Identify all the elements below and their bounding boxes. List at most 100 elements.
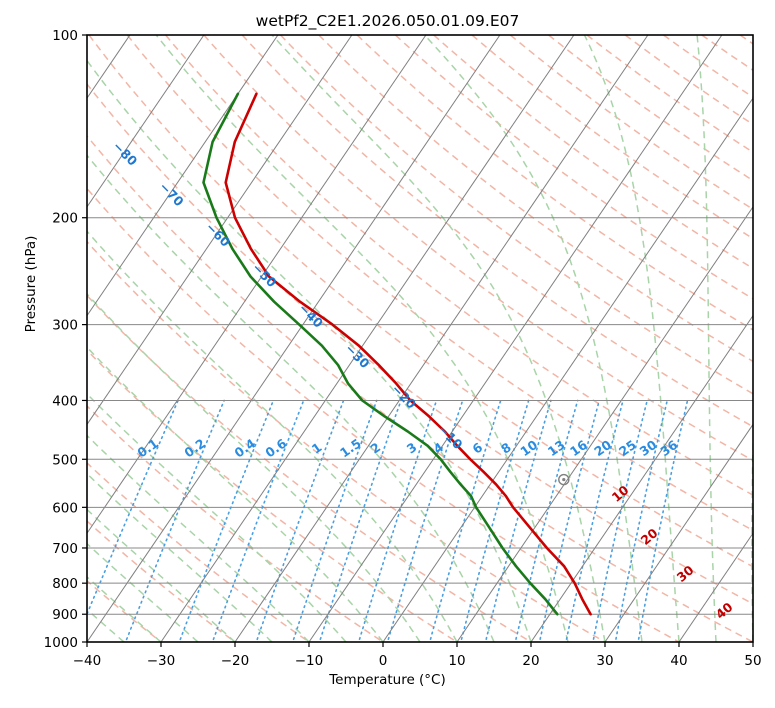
x-tick-label: −40	[73, 653, 102, 669]
mixing-ratio-line	[178, 399, 275, 642]
isotherm-line	[87, 35, 353, 426]
isotherm-line	[752, 641, 753, 642]
y-tick-label: 600	[52, 500, 78, 516]
markers-group	[558, 473, 570, 486]
isotherm-line	[87, 35, 427, 535]
moist-adiabat-line	[751, 417, 753, 642]
moist-adiabat-line	[696, 35, 717, 642]
y-tick-label: 1000	[44, 635, 78, 651]
pressure-gridlines-group	[87, 217, 753, 615]
isotherm-line	[87, 35, 501, 642]
x-tick-label: −20	[221, 653, 250, 669]
isotherm-line	[456, 205, 753, 642]
mixing-ratio-line	[357, 399, 438, 642]
mixing-ratio-line	[459, 399, 530, 642]
isotherm-line	[530, 314, 753, 642]
moist-adiabat-line	[87, 154, 495, 642]
plot-background	[87, 35, 753, 642]
y-tick-label: 100	[52, 28, 78, 44]
dry-adiabat-line	[87, 520, 236, 642]
x-tick-label: 0	[379, 653, 388, 669]
y-tick-label: 300	[52, 318, 78, 334]
y-tick-label: 900	[52, 607, 78, 623]
y-tick-label: 700	[52, 541, 78, 557]
x-tick-label: 40	[670, 653, 687, 669]
x-tick-label: 10	[448, 653, 465, 669]
isotherm-line	[160, 35, 575, 642]
dry-adiabat-line	[165, 35, 753, 496]
isotherm-line	[678, 532, 753, 642]
temperature-profile-line	[224, 92, 592, 616]
isotherms-group	[0, 35, 753, 642]
isotherm-line	[87, 35, 205, 208]
isotherm-line	[234, 35, 649, 642]
isotherm-line	[0, 35, 56, 642]
dry-adiabat-line	[87, 294, 532, 642]
mixing-ratio-line	[428, 399, 502, 642]
y-tick-label: 200	[52, 211, 78, 227]
dry-adiabat-line	[279, 35, 753, 395]
x-tick-label: 20	[522, 653, 539, 669]
mixing-ratio-line	[87, 399, 179, 617]
moist-adiabat-line	[271, 35, 606, 642]
moist-adiabat-line	[155, 35, 569, 642]
dry-adiabat-line	[0, 35, 13, 642]
dry-adiabat-line	[318, 35, 753, 363]
dry-adiabat-line	[586, 35, 753, 154]
isotherm-line	[308, 35, 723, 642]
dry-adiabat-line	[548, 35, 753, 182]
isotherm-line	[382, 97, 753, 642]
moist-adiabat-line	[87, 392, 347, 642]
moist-adiabat-line	[87, 346, 384, 642]
moist-adiabat-line	[423, 35, 643, 642]
chart-title: wetPf2_C2E1.2026.050.01.09.E07	[255, 12, 520, 30]
mixing-ratio-line	[255, 399, 345, 642]
moist-adiabat-line	[87, 472, 273, 642]
moist-adiabat-line	[87, 434, 310, 642]
mixing-ratio-line	[484, 399, 552, 642]
mixing-ratio-line	[318, 399, 402, 642]
dry-adiabat-line	[394, 35, 753, 300]
moist-adiabat-line	[87, 508, 236, 642]
moist-adiabat-line	[87, 542, 199, 642]
isotherm-line	[604, 423, 753, 642]
moist-adiabat-line	[87, 575, 162, 642]
mixing-ratio-lines-group	[87, 399, 689, 642]
mixing-ratio-line	[637, 399, 689, 642]
y-tick-label: 500	[52, 452, 78, 468]
mixing-ratio-line	[514, 399, 579, 642]
dry-adiabat-line	[87, 240, 606, 642]
mixing-ratio-line	[124, 399, 225, 642]
x-tick-label: −10	[295, 653, 324, 669]
mixing-ratio-line	[291, 399, 378, 642]
x-tick-label: 30	[596, 653, 613, 669]
dewpoint-profile-line	[202, 92, 559, 616]
mixing-ratio-line	[565, 399, 624, 642]
mixing-ratio-line	[538, 399, 601, 642]
dry-adiabat-line	[87, 404, 384, 642]
mixing-ratio-line	[614, 399, 668, 642]
moist-adiabat-line	[87, 230, 458, 642]
y-tick-label: 400	[52, 393, 78, 409]
x-axis-label: Temperature (°C)	[329, 672, 446, 688]
plot-border	[86, 34, 754, 643]
isotherm-line	[87, 35, 279, 317]
moist-adiabat-line	[87, 292, 421, 642]
dry-adiabat-line	[87, 187, 680, 642]
x-tick-label: −30	[147, 653, 176, 669]
dry-adiabat-line	[88, 35, 753, 568]
y-tick-label: 800	[52, 576, 78, 592]
mixing-ratio-line	[592, 399, 648, 642]
x-tick-label: 50	[744, 653, 761, 669]
dry-adiabat-line	[433, 35, 753, 270]
mixing-ratio-line	[386, 399, 464, 642]
lcl-marker-ring	[558, 473, 570, 486]
moist-adiabat-line	[583, 35, 680, 642]
lcl-marker-dot	[562, 477, 566, 482]
sounding-curves-group	[202, 92, 592, 616]
dry-adiabat-line	[87, 82, 753, 605]
mixing-ratio-line	[211, 399, 305, 642]
